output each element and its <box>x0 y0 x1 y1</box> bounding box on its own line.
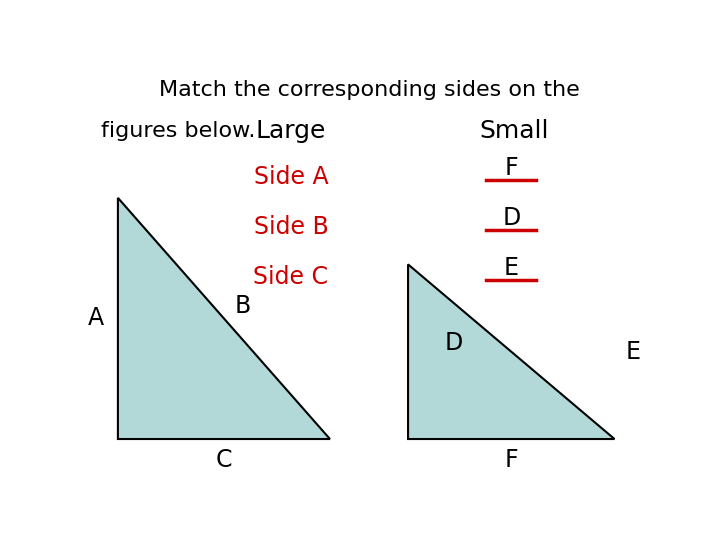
Text: Side A: Side A <box>253 165 328 189</box>
Polygon shape <box>118 198 330 439</box>
Text: D: D <box>444 332 462 355</box>
Text: B: B <box>235 294 251 318</box>
Text: E: E <box>504 256 519 280</box>
Text: F: F <box>505 448 518 472</box>
Text: Match the corresponding sides on the: Match the corresponding sides on the <box>158 80 580 100</box>
Text: Side C: Side C <box>253 265 328 289</box>
Text: Small: Small <box>480 119 549 143</box>
Text: Large: Large <box>256 119 326 143</box>
Text: C: C <box>216 448 232 472</box>
Polygon shape <box>408 265 615 439</box>
Text: D: D <box>502 206 521 230</box>
Text: Side B: Side B <box>253 215 328 239</box>
Text: F: F <box>505 156 518 180</box>
Text: figures below.: figures below. <box>101 122 256 141</box>
Text: A: A <box>88 306 104 330</box>
Text: E: E <box>626 340 641 364</box>
